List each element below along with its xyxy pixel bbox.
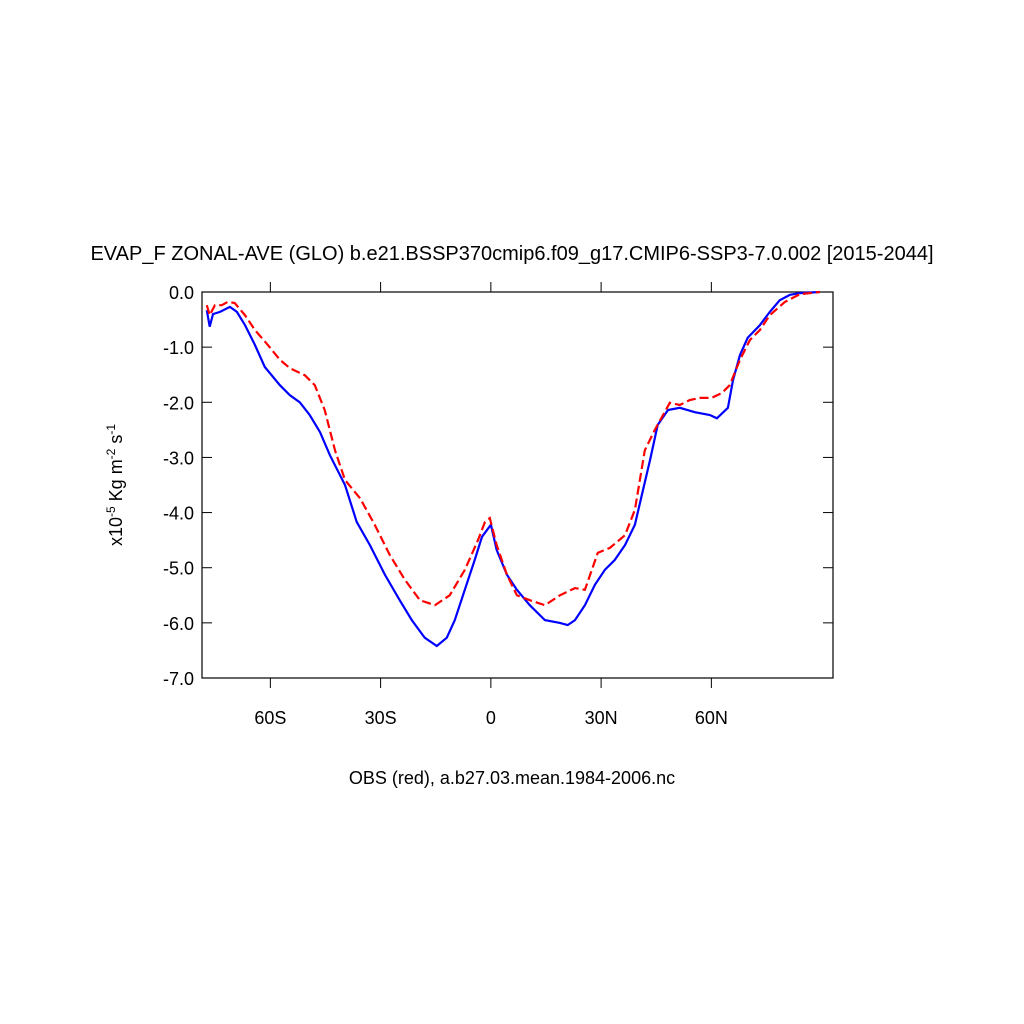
- y-tick-label: -4.0: [163, 504, 194, 524]
- series-line: [205, 290, 820, 607]
- y-tick-label: -5.0: [163, 559, 194, 579]
- y-axis-label: x10-5 Kg m-2 s-1: [104, 424, 126, 546]
- y-axis-label-part: -5: [104, 506, 118, 517]
- chart-title: EVAP_F ZONAL-AVE (GLO) b.e21.BSSP370cmip…: [90, 243, 933, 265]
- y-tick-label: -6.0: [163, 614, 194, 634]
- series-line: [205, 290, 820, 648]
- y-axis-label-part: x10: [106, 517, 126, 546]
- x-tick-label: 0: [486, 708, 496, 728]
- y-tick-label: -7.0: [163, 669, 194, 689]
- x-tick-label: 30S: [365, 708, 397, 728]
- x-tick-label: 60S: [254, 708, 286, 728]
- y-tick-label: -3.0: [163, 448, 194, 468]
- y-axis-label-part: s: [106, 435, 126, 449]
- y-axis-label-part: Kg m: [106, 459, 126, 506]
- y-axis-label-part: -1: [104, 424, 118, 435]
- x-tick-label: 60N: [695, 708, 728, 728]
- x-tick-label: 30N: [585, 708, 618, 728]
- y-axis-label-part: -2: [104, 448, 118, 459]
- note: OBS (red), a.b27.03.mean.1984-2006.nc: [349, 768, 675, 788]
- plot-frame: [201, 291, 834, 679]
- y-tick-label: 0.0: [169, 283, 194, 303]
- y-tick-label: -2.0: [163, 393, 194, 413]
- y-tick-label: -1.0: [163, 338, 194, 358]
